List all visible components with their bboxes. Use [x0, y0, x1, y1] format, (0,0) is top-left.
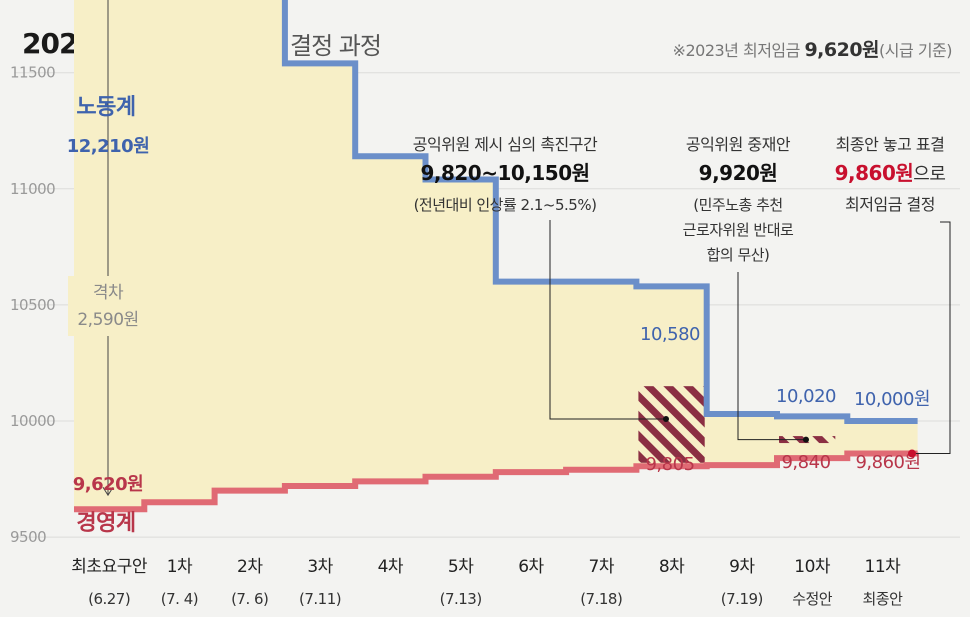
- x-tick-label: 10차: [794, 557, 831, 577]
- y-tick-label: 11500: [10, 64, 55, 82]
- public-range-title: 공익위원 제시 심의 촉진구간: [413, 135, 598, 154]
- x-tick-sublabel: 수정안: [792, 590, 833, 608]
- labor-step-line: [281, 0, 918, 424]
- mediation-leader: [737, 272, 806, 441]
- mediation-note-line: (민주노총 추천: [693, 196, 782, 214]
- final-title: 최종안 놓고 표결: [836, 135, 945, 154]
- labor-series-name: 노동계: [76, 95, 135, 120]
- final-dot: [908, 449, 916, 458]
- mediation-title: 공익위원 중재안: [686, 135, 791, 154]
- public-range-hatch: [638, 386, 705, 463]
- x-tick-sublabel: 최종안: [862, 590, 903, 608]
- y-tick-label: 9500: [10, 528, 46, 546]
- x-tick-sublabel: (6.27): [88, 590, 130, 608]
- public-range-leader: [549, 220, 666, 420]
- x-tick-label: 6차: [518, 557, 544, 577]
- business-value-label: 9,860원: [855, 452, 920, 473]
- chart-title-suffix: 결정 과정: [290, 32, 382, 60]
- public-range-value: 9,820~10,150원: [420, 161, 589, 185]
- final-value-suffix: 으로: [913, 164, 945, 185]
- mediation-note-line: 합의 무산): [707, 246, 770, 264]
- x-tick-sublabel: (7.19): [721, 590, 763, 608]
- gap-arrow-head-bottom: [102, 486, 114, 497]
- y-tick-label: 11000: [10, 180, 55, 198]
- x-tick-label: 1차: [167, 557, 193, 577]
- labor-value-label: 10,580: [640, 324, 700, 345]
- x-tick-sublabel: (7.11): [299, 590, 341, 608]
- x-tick-label: 7차: [589, 557, 615, 577]
- gap-title: 격차: [93, 283, 124, 303]
- baseline-note-prefix: ※2023년 최저임금: [672, 41, 801, 60]
- y-tick-label: 10500: [10, 296, 55, 314]
- business-value-label: 9,805: [645, 454, 694, 475]
- labor-value-label: 10,000원: [854, 389, 930, 410]
- x-tick-sublabel: (7.18): [580, 590, 622, 608]
- x-tick-sublabel: (7.13): [440, 590, 482, 608]
- public-range-note: (전년대비 인상률 2.1~5.5%): [414, 196, 597, 214]
- x-tick-label: 8차: [659, 557, 685, 577]
- gap-label-bg: [68, 276, 148, 336]
- mediation-note-line: 근로자위원 반대로: [683, 221, 794, 239]
- x-tick-label: 2차: [237, 557, 263, 577]
- x-tick-label: 최초요구안: [71, 557, 148, 577]
- x-tick-label: 4차: [378, 557, 404, 577]
- business-value-label: 9,620원: [73, 474, 144, 495]
- x-tick-sublabel: (7. 6): [231, 590, 268, 608]
- baseline-note-suffix: (시급 기준): [879, 41, 952, 60]
- x-tick-label: 11차: [865, 557, 902, 577]
- labor-value-label: 12,210원: [67, 136, 150, 157]
- mediation-dot: [803, 436, 809, 443]
- baseline-note-value: 9,620원: [804, 39, 880, 61]
- final-value: 9,860원: [835, 161, 914, 185]
- business-value-label: 9,840: [781, 452, 830, 473]
- x-tick-sublabel: (7. 4): [161, 590, 198, 608]
- y-tick-label: 10000: [10, 412, 55, 430]
- labor-value-label: 10,020: [776, 386, 836, 407]
- x-tick-label: 5차: [448, 557, 474, 577]
- x-tick-label: 3차: [307, 557, 333, 577]
- final-value-line: 9,860원으로: [835, 161, 946, 185]
- final-conclusion: 최저임금 결정: [845, 195, 935, 214]
- mediation-value: 9,920원: [699, 161, 778, 185]
- baseline-note: ※2023년 최저임금 9,620원(시급 기준): [672, 35, 953, 62]
- business-series-name: 경영계: [76, 511, 135, 536]
- public-range-dot: [663, 416, 669, 422]
- final-leader: [912, 221, 951, 455]
- gap-value: 2,590원: [77, 310, 138, 330]
- x-tick-label: 9차: [729, 557, 755, 577]
- business-step-line: [74, 450, 918, 513]
